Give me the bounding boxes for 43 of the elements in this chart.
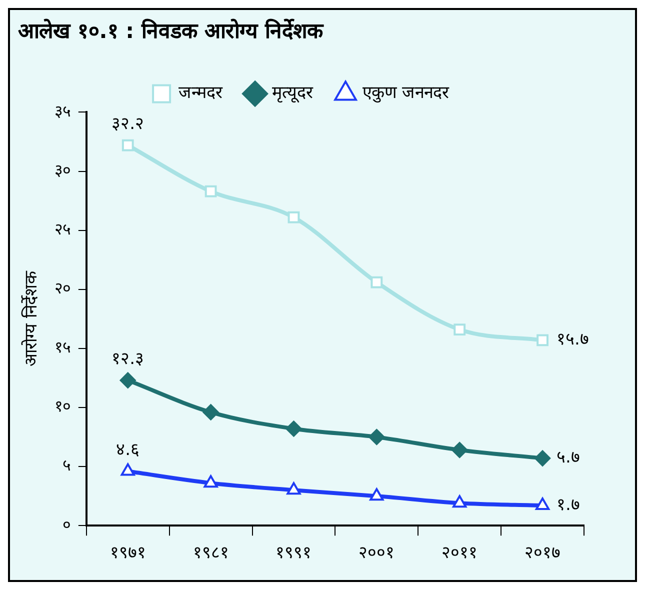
point bbox=[120, 463, 135, 476]
data-label: ४.६ bbox=[116, 440, 140, 460]
y-tick-label: ३० bbox=[54, 160, 70, 180]
y-axis-title: आरोग्य निर्देशक bbox=[20, 270, 42, 367]
legend-label: एकुण जननदर bbox=[362, 83, 450, 104]
y-tick-label: २० bbox=[54, 278, 70, 298]
y-tick-label: २५ bbox=[54, 219, 70, 238]
point bbox=[288, 211, 300, 224]
point bbox=[120, 372, 136, 388]
point bbox=[286, 482, 301, 495]
x-tick-label: २००१ bbox=[358, 543, 395, 564]
point bbox=[202, 404, 219, 420]
x-tick-label: १९९१ bbox=[276, 543, 312, 564]
data-label: १५.७ bbox=[556, 330, 589, 350]
data-label: ५.७ bbox=[556, 448, 580, 468]
point bbox=[368, 429, 385, 446]
point bbox=[370, 276, 383, 288]
point bbox=[535, 498, 550, 510]
x-tick-label: १९७१ bbox=[110, 543, 146, 564]
y-tick-label: ५ bbox=[62, 456, 70, 475]
point bbox=[370, 488, 384, 501]
x-tick-label: २०११ bbox=[442, 543, 478, 564]
point bbox=[452, 442, 468, 458]
data-label: ३२.२ bbox=[112, 114, 144, 134]
y-tick-label: १५ bbox=[54, 338, 70, 357]
point bbox=[536, 334, 548, 346]
point bbox=[452, 495, 467, 508]
chart-title: आलेख १०.१ : निवडक आरोग्य निर्देशक bbox=[18, 18, 324, 44]
legend-label: मृत्यूदर bbox=[272, 83, 314, 104]
x-tick-label: २०१७ bbox=[524, 543, 561, 564]
point bbox=[204, 185, 217, 198]
data-label: १२.३ bbox=[112, 349, 144, 370]
point bbox=[454, 324, 466, 336]
y-tick-label: ० bbox=[62, 514, 70, 534]
point bbox=[534, 450, 551, 466]
y-tick-label: १० bbox=[54, 396, 70, 416]
data-label: १.७ bbox=[556, 494, 580, 515]
legend-label: जन्मदर bbox=[178, 83, 224, 104]
y-tick-label: ३५ bbox=[54, 101, 70, 120]
point bbox=[122, 139, 134, 152]
point bbox=[286, 420, 302, 437]
point bbox=[204, 475, 218, 488]
x-tick-label: १९८१ bbox=[192, 543, 229, 564]
